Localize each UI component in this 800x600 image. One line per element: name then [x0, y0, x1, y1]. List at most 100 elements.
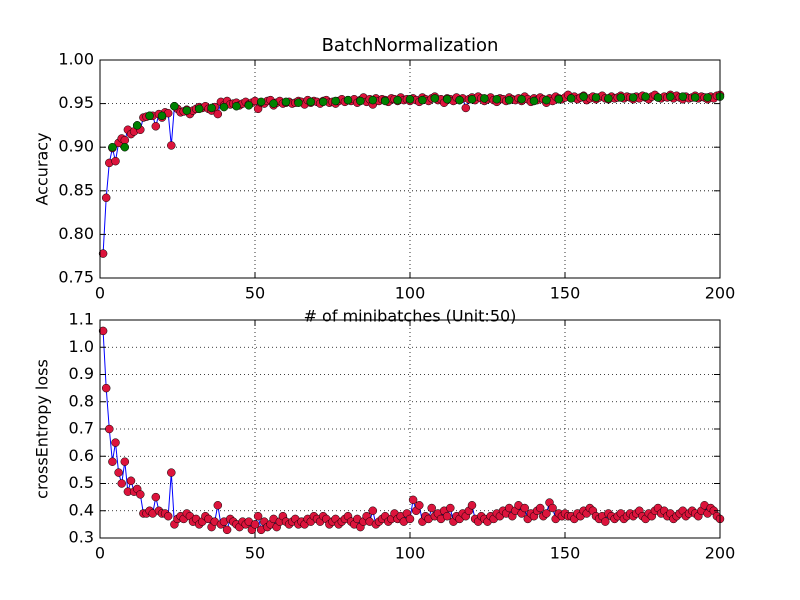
data-marker [566, 94, 576, 103]
data-marker [306, 97, 316, 107]
data-marker [213, 501, 223, 510]
data-marker [542, 509, 551, 518]
data-marker [157, 111, 167, 121]
y-tick-label: 0.80 [58, 224, 94, 243]
y-tick-label: 0.9 [69, 364, 94, 383]
data-marker [101, 383, 111, 393]
data-marker [529, 96, 539, 106]
data-marker [641, 92, 650, 101]
data-marker [591, 93, 601, 102]
data-marker [520, 503, 529, 513]
data-marker [408, 495, 418, 505]
y-tick-label: 0.3 [69, 528, 94, 547]
y-tick-label: 1.1 [69, 310, 94, 329]
x-tick-label: 150 [550, 284, 581, 303]
data-marker [446, 503, 455, 513]
data-marker [281, 97, 291, 107]
data-marker [111, 156, 120, 166]
data-marker [163, 511, 173, 521]
data-marker [194, 104, 204, 114]
data-marker [703, 93, 712, 102]
data-marker [213, 109, 223, 119]
data-marker [492, 94, 502, 104]
data-marker [554, 94, 564, 104]
y-tick-label: 0.4 [69, 500, 94, 519]
data-marker [120, 457, 130, 466]
x-tick-label: 100 [395, 284, 426, 303]
data-marker [616, 93, 626, 102]
x-tick-label: 50 [245, 284, 265, 303]
y-tick-label: 1.00 [58, 50, 94, 69]
data-marker [418, 95, 427, 105]
data-marker [517, 94, 526, 104]
data-marker [105, 424, 114, 434]
data-marker [405, 514, 415, 524]
x-tick-label: 100 [395, 544, 426, 563]
data-marker [167, 141, 176, 150]
y-axis-label: crossEntropy loss [33, 359, 52, 499]
data-marker [480, 94, 489, 103]
x-axis-label: # of minibatches (Unit:50) [304, 307, 517, 326]
data-marker [151, 492, 161, 502]
data-marker [467, 94, 477, 104]
data-marker [117, 479, 126, 488]
data-marker [690, 93, 700, 102]
data-marker [207, 103, 216, 113]
x-tick-label: 0 [95, 284, 105, 303]
data-marker [427, 503, 436, 513]
data-marker [244, 101, 254, 110]
data-marker [294, 98, 303, 107]
data-marker [182, 106, 192, 115]
data-marker [535, 503, 545, 513]
data-marker [380, 96, 390, 106]
data-marker [318, 97, 328, 107]
x-tick-label: 200 [705, 544, 736, 563]
data-marker [250, 520, 260, 529]
data-marker [442, 94, 452, 104]
data-marker [126, 476, 136, 486]
chart-title: BatchNormalization [322, 35, 499, 56]
y-tick-label: 0.6 [69, 446, 94, 465]
data-marker [356, 96, 365, 106]
data-marker [678, 92, 688, 101]
data-marker [628, 93, 638, 102]
data-marker [455, 95, 464, 105]
data-marker [666, 92, 675, 101]
data-marker [114, 468, 123, 477]
data-marker [151, 122, 161, 131]
data-marker [653, 93, 663, 102]
x-tick-label: 0 [95, 544, 105, 563]
data-marker [331, 96, 340, 106]
data-marker [98, 326, 108, 336]
data-marker [253, 511, 263, 521]
data-marker [542, 95, 551, 105]
data-marker [136, 490, 145, 499]
data-marker [167, 468, 176, 477]
data-marker [256, 97, 266, 107]
data-marker [442, 511, 452, 521]
data-marker [601, 517, 610, 526]
data-marker [461, 103, 471, 113]
data-marker [343, 95, 353, 105]
data-marker [120, 142, 130, 152]
data-marker [405, 94, 415, 104]
data-marker [579, 92, 588, 101]
data-marker [548, 503, 557, 513]
data-marker [504, 95, 514, 105]
data-marker [415, 501, 424, 510]
x-tick-label: 50 [245, 544, 265, 563]
data-marker [430, 94, 440, 103]
x-tick-label: 200 [705, 284, 736, 303]
data-marker [219, 102, 229, 112]
x-tick-label: 150 [550, 544, 581, 563]
y-tick-label: 0.95 [58, 93, 94, 112]
data-marker [232, 101, 241, 111]
y-tick-label: 0.85 [58, 180, 94, 199]
y-tick-label: 1.0 [69, 337, 94, 356]
y-tick-label: 0.7 [69, 419, 94, 438]
y-tick-label: 0.75 [58, 268, 94, 287]
data-marker [467, 501, 477, 510]
data-marker [393, 95, 402, 105]
data-line [102, 94, 721, 254]
data-marker [132, 121, 142, 130]
